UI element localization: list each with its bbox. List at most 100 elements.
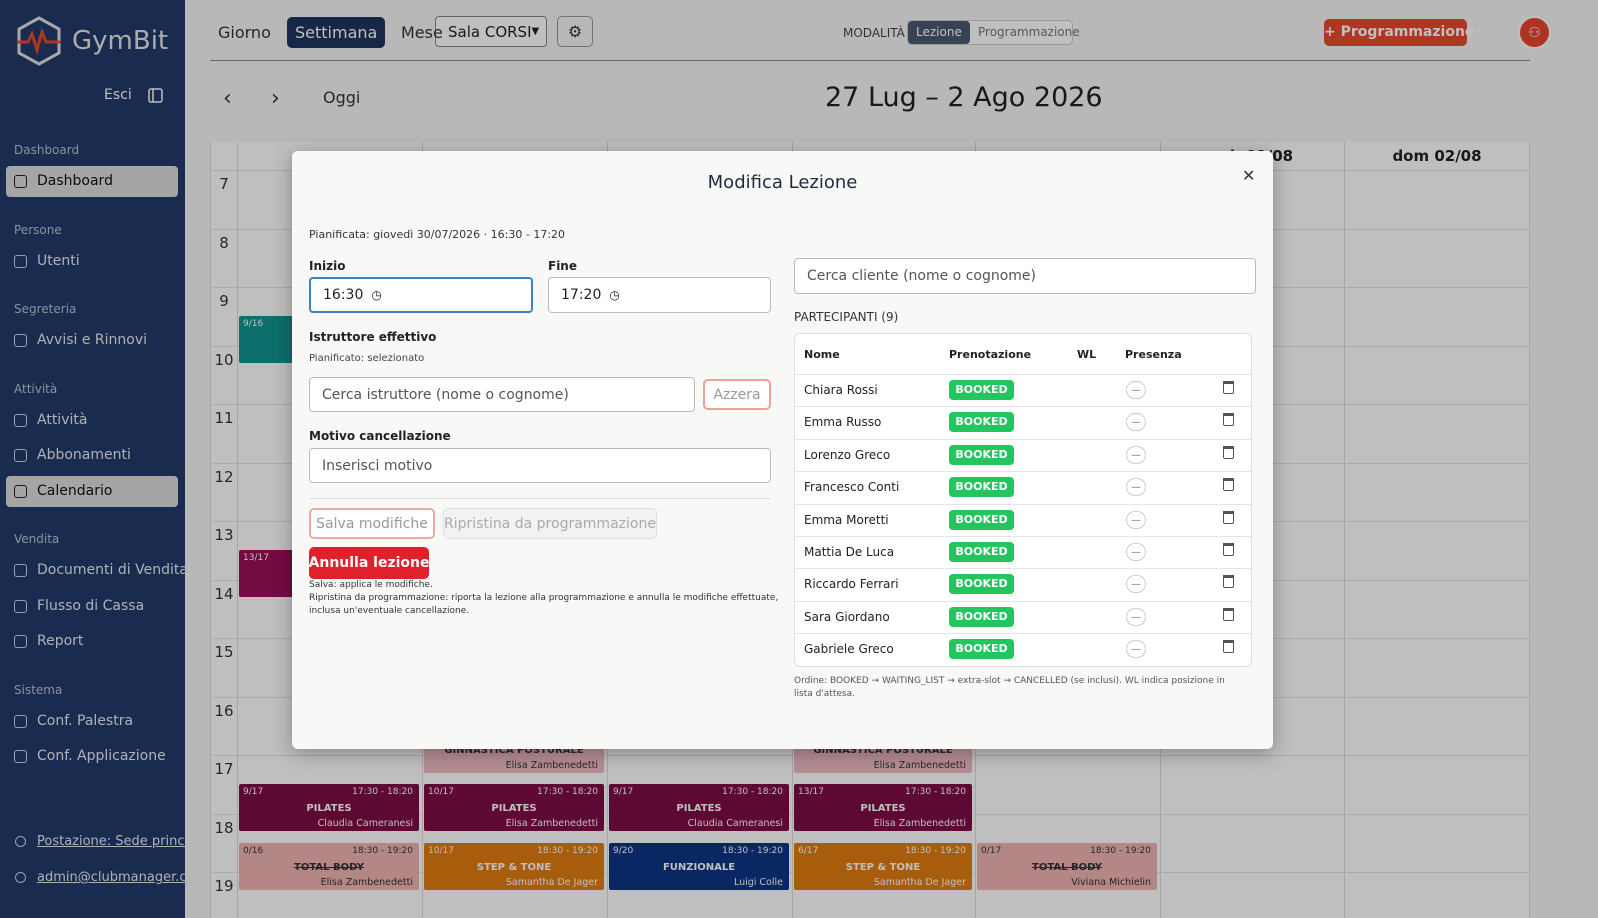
status-badge: BOOKED bbox=[949, 542, 1014, 562]
nav-label: Report bbox=[37, 633, 84, 649]
participants-table: Nome Prenotazione WL Presenza Chiara Rossi BO… bbox=[794, 333, 1252, 667]
nav-item[interactable]: Calendario bbox=[6, 475, 178, 507]
end-label: Fine bbox=[548, 259, 577, 273]
event[interactable]: 10/17 17:30 - 18:20 PILATES Elisa Zambenede… bbox=[424, 784, 604, 831]
logo-icon bbox=[17, 16, 61, 66]
delete-button[interactable] bbox=[1223, 640, 1234, 654]
nav-item[interactable]: Abbonamenti bbox=[6, 440, 178, 471]
footnote: Ordine: BOOKED → WAITING_LIST → extra-sl… bbox=[794, 676, 1225, 699]
save-button[interactable]: Salva modifiche bbox=[309, 508, 435, 539]
modal: Modifica Lezione ✕ Pianificata: giovedì … bbox=[292, 151, 1273, 749]
delete-button[interactable] bbox=[1223, 607, 1234, 621]
today-button[interactable]: Oggi bbox=[323, 88, 361, 107]
presence-toggle[interactable]: — bbox=[1126, 607, 1146, 626]
row-line bbox=[795, 374, 1251, 375]
close-button[interactable]: ✕ bbox=[1242, 166, 1256, 185]
view-button[interactable]: Mese bbox=[401, 23, 443, 42]
nav-icon bbox=[14, 564, 27, 577]
cancel-lesson-button[interactable]: Annulla lezione bbox=[309, 547, 430, 579]
event-title: PILATES bbox=[306, 803, 352, 815]
participant-name: Gabriele Greco bbox=[804, 642, 894, 657]
footer-icon bbox=[15, 872, 26, 883]
nav-item[interactable]: Conf. Palestra bbox=[6, 706, 178, 737]
next-button[interactable]: › bbox=[271, 86, 280, 111]
nav-item[interactable]: Documenti di Vendita bbox=[6, 555, 188, 586]
presence-toggle[interactable]: — bbox=[1126, 510, 1146, 529]
nav-icon bbox=[14, 254, 27, 268]
nav-item[interactable]: Report bbox=[6, 626, 178, 657]
start-input[interactable]: 16:30 ◷ bbox=[309, 277, 533, 313]
footer-link[interactable]: Postazione: Sede princ... bbox=[37, 834, 197, 849]
event[interactable]: 0/17 18:30 - 19:20 TOTAL BODY Viviana Michi… bbox=[977, 842, 1157, 890]
delete-button[interactable] bbox=[1223, 478, 1234, 492]
event[interactable]: 10/17 18:30 - 19:20 STEP & TONE Samantha De… bbox=[424, 842, 604, 890]
event[interactable]: 0/16 18:30 - 19:20 TOTAL BODY Elisa Zambene… bbox=[239, 842, 419, 890]
grid-column-line bbox=[210, 142, 211, 918]
presence-toggle[interactable]: — bbox=[1126, 478, 1146, 497]
event[interactable]: 9/17 17:30 - 18:20 PILATES Claudia Camerane… bbox=[609, 784, 789, 831]
collapse-icon[interactable] bbox=[148, 88, 163, 103]
hour-label: 18 bbox=[214, 818, 234, 837]
instructor-search[interactable]: Cerca istruttore (nome o cognome) bbox=[309, 377, 695, 412]
event-instructor: Viviana Michielin bbox=[1071, 876, 1151, 888]
user-avatar[interactable]: ⚇ bbox=[1518, 16, 1551, 49]
nav-label: Attività bbox=[37, 411, 88, 428]
event-count: 9/20 bbox=[613, 845, 634, 856]
delete-button[interactable] bbox=[1223, 381, 1234, 394]
hour-label: 14 bbox=[214, 584, 234, 603]
nav-label: Calendario bbox=[37, 482, 113, 499]
footer-link[interactable]: admin@clubmanager.c... bbox=[37, 870, 199, 885]
event-title: TOTAL BODY bbox=[294, 861, 364, 873]
nav-item[interactable]: Flusso di Cassa bbox=[6, 591, 178, 622]
delete-button[interactable] bbox=[1223, 575, 1234, 589]
participant-name: Mattia De Luca bbox=[804, 545, 895, 559]
delete-button[interactable] bbox=[1223, 445, 1234, 459]
view-button[interactable]: Settimana bbox=[287, 17, 386, 48]
status-badge: BOOKED bbox=[949, 509, 1014, 530]
presence-toggle[interactable]: — bbox=[1126, 445, 1146, 464]
delete-button[interactable] bbox=[1223, 510, 1234, 524]
nav-item[interactable]: Avvisi e Rinnovi bbox=[6, 325, 178, 356]
mode-button[interactable]: Lezione bbox=[908, 21, 970, 44]
nav-item[interactable]: Utenti bbox=[6, 246, 178, 277]
presence-toggle[interactable]: — bbox=[1126, 640, 1146, 659]
section-title: Attività bbox=[14, 381, 58, 396]
event[interactable]: 13/17 17:30 - 18:20 PILATES Elisa Zambenede… bbox=[794, 784, 972, 831]
end-input[interactable]: 17:20 ◷ bbox=[548, 277, 771, 313]
settings-button[interactable]: ⚙ bbox=[557, 16, 593, 47]
nav-item[interactable]: Dashboard bbox=[6, 166, 178, 197]
room-select[interactable]: Sala CORSI ▼ bbox=[435, 16, 547, 47]
event[interactable]: 9/17 17:30 - 18:20 PILATES Claudia Camerane… bbox=[239, 784, 419, 831]
view-button[interactable]: Giorno bbox=[218, 23, 271, 42]
reason-input[interactable]: Inserisci motivo bbox=[309, 448, 771, 483]
presence-toggle[interactable]: — bbox=[1126, 543, 1146, 561]
nav-item[interactable]: Attività bbox=[6, 405, 178, 436]
client-search[interactable]: Cerca cliente (nome o cognome) bbox=[794, 258, 1256, 294]
event-title: STEP & TONE bbox=[476, 861, 552, 873]
status-badge: BOOKED bbox=[949, 412, 1014, 433]
reset-button[interactable]: Azzera bbox=[703, 379, 771, 410]
restore-button[interactable]: Ripristina da programmazione bbox=[443, 508, 657, 539]
presence-toggle[interactable]: — bbox=[1126, 381, 1146, 399]
mode-button[interactable]: Programmazione bbox=[978, 25, 1080, 39]
delete-button[interactable] bbox=[1223, 413, 1234, 427]
nav-item[interactable]: Conf. Applicazione bbox=[6, 741, 178, 772]
column-header: Nome bbox=[804, 348, 840, 361]
presence-toggle[interactable]: — bbox=[1126, 575, 1146, 594]
day-header: dom 02/08 bbox=[1392, 147, 1482, 165]
event-title: STEP & TONE bbox=[845, 861, 921, 873]
prev-button[interactable]: ‹ bbox=[223, 86, 232, 111]
grid-column-line bbox=[237, 142, 238, 918]
event[interactable]: 6/17 18:30 - 19:20 STEP & TONE Samantha De … bbox=[794, 842, 972, 890]
event[interactable]: 9/20 18:30 - 19:20 FUNZIONALE Luigi Colle bbox=[609, 842, 789, 890]
nav-icon bbox=[14, 635, 27, 648]
logout[interactable]: Esci bbox=[104, 87, 132, 103]
toolbar-divider bbox=[210, 60, 1530, 61]
delete-button[interactable] bbox=[1223, 543, 1234, 556]
new-schedule-button[interactable]: + Programmazione bbox=[1324, 19, 1474, 46]
help-line: Salva: applica le modifiche. bbox=[309, 580, 433, 590]
presence-toggle[interactable]: — bbox=[1126, 413, 1146, 432]
event-instructor: Elisa Zambenedetti bbox=[505, 818, 598, 830]
participant-name: Riccardo Ferrari bbox=[804, 577, 899, 592]
